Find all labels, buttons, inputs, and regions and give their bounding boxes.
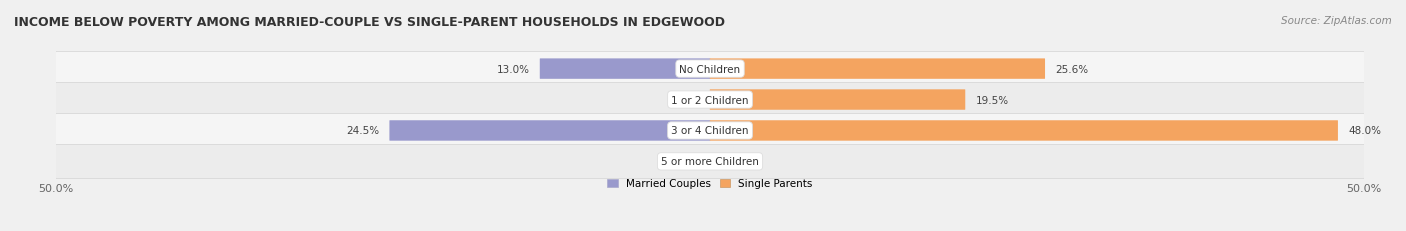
FancyBboxPatch shape <box>389 121 710 141</box>
Text: 3 or 4 Children: 3 or 4 Children <box>671 126 749 136</box>
FancyBboxPatch shape <box>540 59 710 79</box>
FancyBboxPatch shape <box>56 114 1364 148</box>
Text: Source: ZipAtlas.com: Source: ZipAtlas.com <box>1281 16 1392 26</box>
Text: 24.5%: 24.5% <box>346 126 380 136</box>
Text: INCOME BELOW POVERTY AMONG MARRIED-COUPLE VS SINGLE-PARENT HOUSEHOLDS IN EDGEWOO: INCOME BELOW POVERTY AMONG MARRIED-COUPL… <box>14 16 725 29</box>
FancyBboxPatch shape <box>56 83 1364 117</box>
Text: 13.0%: 13.0% <box>496 64 530 74</box>
FancyBboxPatch shape <box>710 90 966 110</box>
Text: 19.5%: 19.5% <box>976 95 1008 105</box>
Text: 1 or 2 Children: 1 or 2 Children <box>671 95 749 105</box>
Text: No Children: No Children <box>679 64 741 74</box>
Text: 0.0%: 0.0% <box>673 95 700 105</box>
Text: 0.0%: 0.0% <box>720 157 747 167</box>
Text: 0.0%: 0.0% <box>673 157 700 167</box>
FancyBboxPatch shape <box>56 145 1364 179</box>
Text: 48.0%: 48.0% <box>1348 126 1381 136</box>
FancyBboxPatch shape <box>710 59 1045 79</box>
FancyBboxPatch shape <box>56 52 1364 86</box>
FancyBboxPatch shape <box>710 121 1339 141</box>
Text: 25.6%: 25.6% <box>1056 64 1088 74</box>
Legend: Married Couples, Single Parents: Married Couples, Single Parents <box>606 176 814 191</box>
Text: 5 or more Children: 5 or more Children <box>661 157 759 167</box>
